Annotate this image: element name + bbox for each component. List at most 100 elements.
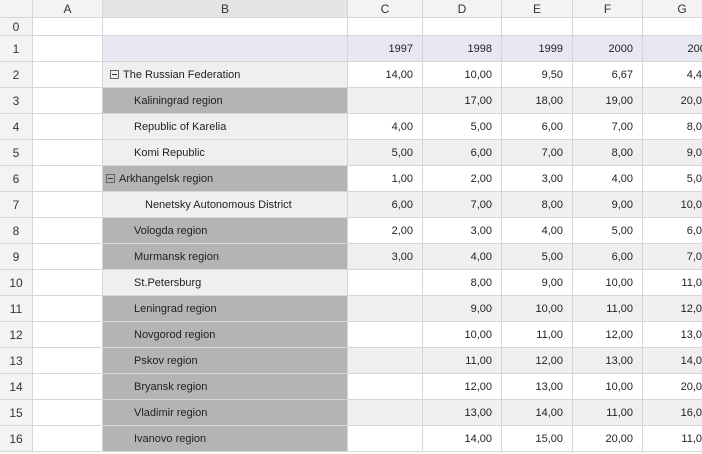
row-header[interactable]: 4 <box>0 114 33 140</box>
data-cell: 10,0 <box>643 192 702 218</box>
data-cell: 8,00 <box>573 140 643 166</box>
data-cell: 7,00 <box>502 140 573 166</box>
cell-text: 0 <box>12 19 20 34</box>
data-cell: 9,0 <box>643 140 702 166</box>
cell-text: 5,0 <box>686 172 702 185</box>
data-cell: 6,00 <box>573 244 643 270</box>
column-header[interactable]: E <box>502 0 573 18</box>
data-cell: 10,00 <box>573 374 643 400</box>
cell-text: Nenetsky Autonomous District <box>145 198 292 211</box>
column-header[interactable]: C <box>348 0 423 18</box>
data-cell: 4,00 <box>502 218 573 244</box>
data-cell: 15,00 <box>502 426 573 452</box>
data-cell: 3,00 <box>423 218 502 244</box>
data-cell: 7,0 <box>643 244 702 270</box>
cell <box>33 400 103 426</box>
row-header[interactable]: 13 <box>0 348 33 374</box>
data-cell <box>348 348 423 374</box>
data-cell <box>348 374 423 400</box>
data-cell: 11,00 <box>573 400 643 426</box>
cell-text: Komi Republic <box>134 146 205 159</box>
row-header[interactable]: 14 <box>0 374 33 400</box>
row-label: Vladimir region <box>103 400 348 426</box>
cell-text: Arkhangelsk region <box>119 172 214 185</box>
data-cell: 13,0 <box>643 322 702 348</box>
cell <box>33 296 103 322</box>
data-cell: 13,00 <box>423 400 502 426</box>
row-header[interactable]: 2 <box>0 62 33 88</box>
cell-text: 11,00 <box>606 406 633 419</box>
data-cell: 6,0 <box>643 218 702 244</box>
cell <box>348 18 423 36</box>
cell-text: 7,00 <box>470 198 492 211</box>
cell <box>643 18 702 36</box>
column-header[interactable]: D <box>423 0 502 18</box>
data-cell: 5,00 <box>348 140 423 166</box>
column-header[interactable]: F <box>573 0 643 18</box>
cell-text: St.Petersburg <box>134 276 202 289</box>
row-header[interactable]: 7 <box>0 192 33 218</box>
cell-text: C <box>380 1 390 16</box>
cell-text: 3,00 <box>391 250 413 263</box>
cell-text: 20,0 <box>680 380 702 393</box>
row-header[interactable]: 3 <box>0 88 33 114</box>
row-header[interactable]: 15 <box>0 400 33 426</box>
data-cell: 11,00 <box>502 322 573 348</box>
cell-text: 7,00 <box>541 146 563 159</box>
data-cell: 13,00 <box>573 348 643 374</box>
data-cell: 11,00 <box>423 348 502 374</box>
column-header[interactable]: G <box>643 0 702 18</box>
cell-text: 12,00 <box>464 380 492 393</box>
cell-text: 13,00 <box>605 354 633 367</box>
row-header[interactable]: 6 <box>0 166 33 192</box>
data-cell: 2,00 <box>348 218 423 244</box>
cell-text: 4 <box>12 119 20 134</box>
cell-text: 10,0 <box>680 198 702 211</box>
year-header: 1998 <box>423 36 502 62</box>
cell-text: The Russian Federation <box>123 68 241 81</box>
cell-text: 2,00 <box>391 224 413 237</box>
data-cell: 3,00 <box>348 244 423 270</box>
data-cell <box>348 270 423 296</box>
cell-text: 10 <box>9 275 23 290</box>
data-cell: 6,00 <box>348 192 423 218</box>
row-header[interactable]: 10 <box>0 270 33 296</box>
data-cell: 6,00 <box>423 140 502 166</box>
cell-text: 7 <box>12 197 20 212</box>
cell-text: 1,00 <box>391 172 413 185</box>
data-cell: 8,0 <box>643 114 702 140</box>
column-header[interactable]: B <box>103 0 348 18</box>
row-label: Republic of Karelia <box>103 114 348 140</box>
data-cell: 9,00 <box>502 270 573 296</box>
data-cell: 12,0 <box>643 296 702 322</box>
row-header[interactable]: 12 <box>0 322 33 348</box>
cell-text: 10,00 <box>535 302 563 315</box>
row-header[interactable]: 11 <box>0 296 33 322</box>
cell-text: 6,00 <box>541 120 563 133</box>
cell-text: 16 <box>9 431 23 446</box>
data-cell: 4,00 <box>573 166 643 192</box>
collapse-icon[interactable] <box>110 70 119 79</box>
data-cell: 5,00 <box>502 244 573 270</box>
data-cell: 4,4 <box>643 62 702 88</box>
cell-text: 9,00 <box>470 302 492 315</box>
data-cell: 7,00 <box>423 192 502 218</box>
row-header[interactable]: 1 <box>0 36 33 62</box>
row-header[interactable]: 9 <box>0 244 33 270</box>
cell-text: 19,00 <box>605 94 633 107</box>
cell-text: 6,0 <box>686 224 702 237</box>
cell-text: 4,00 <box>391 120 413 133</box>
collapse-icon[interactable] <box>106 174 115 183</box>
cell <box>33 166 103 192</box>
row-header[interactable]: 8 <box>0 218 33 244</box>
row-header[interactable]: 0 <box>0 18 33 36</box>
row-header[interactable]: 16 <box>0 426 33 452</box>
cell-text: 9 <box>12 249 20 264</box>
cell-text: D <box>457 1 467 16</box>
cell-text: 8,00 <box>541 198 563 211</box>
row-header[interactable]: 5 <box>0 140 33 166</box>
cell-text: 12,00 <box>605 328 633 341</box>
cell <box>103 36 348 62</box>
cell-text: 15 <box>9 405 23 420</box>
column-header[interactable]: A <box>33 0 103 18</box>
